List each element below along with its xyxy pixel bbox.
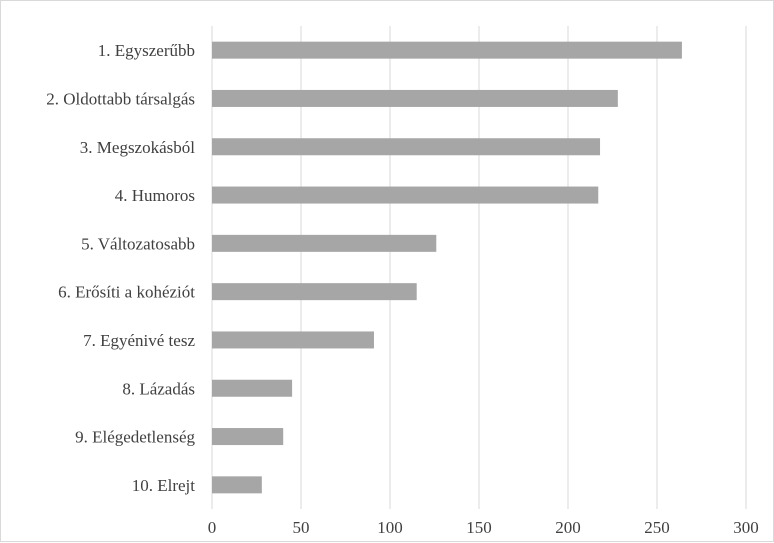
bar-3	[212, 138, 601, 156]
category-label: 2. Oldottabb társalgás	[46, 89, 195, 108]
category-labels: 1. Egyszerűbb 2. Oldottabb társalgás 3. Me…	[46, 41, 195, 495]
category-label: 10. Elrejt	[132, 476, 196, 495]
x-tick-label: 50	[293, 518, 310, 537]
bar-8	[212, 379, 293, 397]
bar-9	[212, 428, 284, 446]
bars	[212, 41, 682, 494]
bar-5	[212, 234, 437, 252]
category-label: 5. Változatosabb	[81, 234, 195, 253]
x-tick-label: 0	[208, 518, 217, 537]
bar-6	[212, 283, 417, 301]
category-label: 9. Elégedetlenség	[75, 428, 195, 447]
x-tick-label: 150	[466, 518, 492, 537]
x-tick-label: 200	[555, 518, 581, 537]
category-label: 1. Egyszerűbb	[98, 41, 195, 60]
x-tick-label: 100	[377, 518, 403, 537]
bar-7	[212, 331, 374, 349]
bar-2	[212, 89, 618, 107]
x-tick-label: 300	[733, 518, 759, 537]
tick-labels: 0 50 100 150 200 250 300	[208, 518, 759, 537]
bar-10	[212, 476, 262, 494]
category-label: 4. Humoros	[115, 186, 195, 205]
category-label: 6. Erősíti a kohéziót	[58, 283, 195, 302]
bar-1	[212, 41, 682, 59]
category-label: 8. Lázadás	[122, 379, 195, 398]
bar-4	[212, 186, 599, 204]
x-tick-label: 250	[644, 518, 670, 537]
category-label: 3. Megszokásból	[80, 138, 195, 157]
category-label: 7. Egyénivé tesz	[83, 331, 195, 350]
